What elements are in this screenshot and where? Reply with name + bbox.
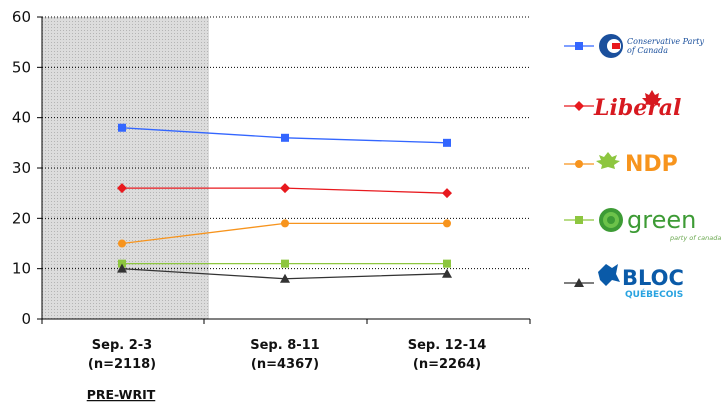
legend-item-bloc: BLOC QUÉBECOIS — [564, 264, 684, 300]
legend-marker-liberal — [574, 101, 584, 111]
legend-marker-green — [575, 216, 583, 224]
legend: Conservative Party of Canada Liberal NDP… — [564, 34, 721, 300]
data-point-liberal-2 — [442, 188, 452, 199]
data-point-conservative-0 — [118, 123, 126, 132]
data-point-green-0 — [118, 259, 126, 268]
ndp-leaf-icon — [596, 152, 620, 169]
pre-writ-label: PRE-WRIT — [87, 387, 156, 402]
data-point-liberal-0 — [117, 183, 127, 194]
green-logo-text: green — [627, 206, 696, 234]
data-point-conservative-2 — [443, 138, 451, 147]
y-tick-label-0: 0 — [21, 310, 31, 328]
data-point-bloc-1 — [280, 273, 290, 283]
legend-swatch-conservative — [564, 42, 594, 50]
legend-marker-ndp — [575, 160, 583, 168]
conservative-logo-line1: Conservative Party — [627, 37, 704, 46]
bloc-logo-text: BLOC — [622, 266, 684, 290]
data-point-ndp-1 — [281, 219, 289, 228]
y-tick-label-30: 30 — [12, 159, 31, 177]
maple-leaf-icon — [642, 90, 662, 105]
x-category-sublabel-2: (n=2264) — [413, 357, 481, 372]
data-point-liberal-1 — [280, 183, 290, 194]
x-category-label-2: Sep. 12-14 — [408, 338, 487, 353]
data-point-conservative-1 — [281, 133, 289, 142]
bloc-logo-subtext: QUÉBECOIS — [625, 288, 683, 300]
series-markers — [117, 123, 452, 283]
y-tick-label-20: 20 — [12, 209, 31, 227]
y-tick-label-60: 60 — [12, 8, 31, 26]
conservative-logo-line2: of Canada — [627, 46, 668, 55]
green-logo-subtext: party of canada — [669, 234, 721, 242]
ndp-logo-text: NDP — [625, 152, 678, 177]
legend-item-conservative: Conservative Party of Canada — [564, 34, 704, 58]
data-point-ndp-2 — [443, 219, 451, 228]
legend-swatch-liberal — [564, 101, 594, 111]
data-point-bloc-2 — [442, 268, 452, 278]
y-tick-label-40: 40 — [12, 109, 31, 127]
axes — [41, 17, 531, 324]
legend-item-liberal: Liberal — [564, 90, 681, 121]
x-axis-category-labels: Sep. 2-3 (n=2118) Sep. 8-11 (n=4367) Sep. 12… — [88, 338, 486, 372]
green-flower-icon — [599, 208, 623, 232]
x-category-sublabel-1: (n=4367) — [251, 357, 319, 372]
liberal-logo-text: Liberal — [593, 95, 681, 121]
legend-swatch-bloc — [564, 278, 594, 287]
y-tick-label-10: 10 — [12, 260, 31, 278]
y-tick-label-50: 50 — [12, 58, 31, 76]
legend-swatch-green — [564, 216, 594, 224]
conservative-logo-icon — [599, 34, 623, 58]
x-category-label-1: Sep. 8-11 — [250, 338, 319, 353]
legend-swatch-ndp — [564, 160, 594, 168]
data-point-ndp-0 — [118, 239, 126, 248]
data-point-green-2 — [443, 259, 451, 268]
x-category-label-0: Sep. 2-3 — [92, 338, 152, 353]
legend-marker-conservative — [575, 42, 583, 50]
data-point-bloc-0 — [117, 263, 127, 273]
y-axis-tick-labels: 0 10 20 30 40 50 60 — [12, 8, 31, 328]
bloc-fleur-icon — [598, 264, 620, 286]
legend-marker-bloc — [574, 278, 584, 287]
data-point-green-1 — [281, 259, 289, 268]
legend-item-green: green party of canada — [564, 206, 721, 242]
legend-item-ndp: NDP — [564, 152, 678, 177]
x-category-sublabel-0: (n=2118) — [88, 357, 156, 372]
